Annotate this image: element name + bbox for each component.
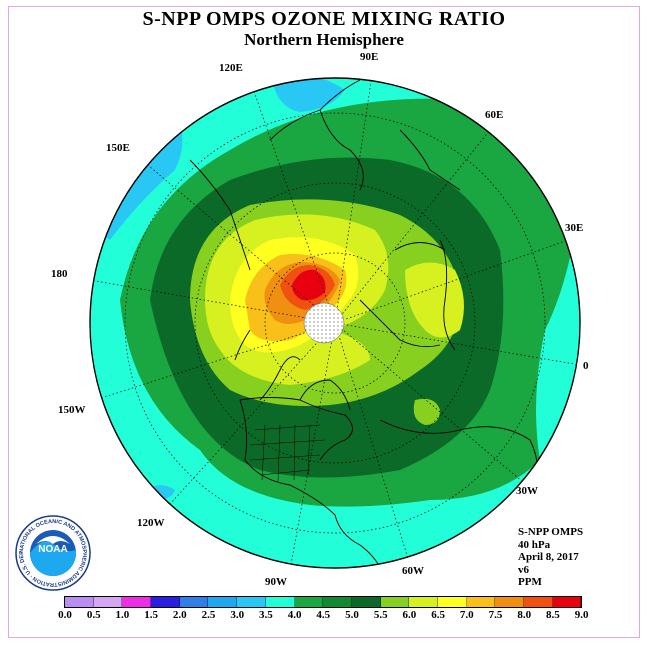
color-scale-segment: [237, 597, 266, 607]
color-scale-tick-label: 6.0: [402, 609, 417, 621]
lon-label-0: 0: [583, 360, 589, 372]
info-version: v6: [518, 563, 529, 576]
color-scale-tick-label: 8.0: [517, 609, 532, 621]
color-scale-segment: [466, 597, 496, 607]
lon-label-60e: 60E: [485, 109, 504, 121]
info-level: 40 hPa: [518, 538, 551, 551]
map-title: S-NPP OMPS OZONE MIXING RATIO: [142, 8, 506, 30]
lon-label-90e: 90E: [360, 51, 379, 63]
color-scale-tick-label: 4.5: [316, 609, 331, 621]
lon-label-180: 180: [51, 268, 68, 280]
lon-label-30e: 30E: [565, 222, 584, 234]
figure-frame: [8, 6, 640, 638]
lon-label-30w: 30W: [516, 485, 538, 497]
color-scale-segment: [552, 597, 582, 607]
lon-label-60w: 60W: [402, 565, 424, 577]
color-scale-tick-label: 1.0: [115, 609, 130, 621]
us-state-borders: [249, 424, 326, 483]
color-scale-segment: [294, 597, 324, 607]
color-scale-tick-label: 7.5: [488, 609, 503, 621]
color-scale-tick-label: 8.5: [546, 609, 560, 621]
color-scale-tick-label: 6.5: [431, 609, 445, 621]
color-scale-segment: [208, 597, 238, 607]
color-scale-segment: [151, 597, 180, 607]
info-block: S-NPP OMPS 40 hPa April 8, 2017 v6 PPM: [518, 526, 583, 589]
noaa-logo-text: NOAA: [38, 544, 67, 555]
graticule: [90, 78, 580, 568]
polar-night-mask: [303, 302, 345, 344]
noaa-logo: NATIONAL OCEANIC AND ATMOSPHERIC ADMINIS…: [14, 514, 91, 591]
color-scale-tick-label: 7.0: [459, 609, 474, 621]
map-boundary: [89, 77, 581, 569]
lon-label-150e: 150E: [106, 142, 130, 154]
map-subtitle: Northern Hemisphere: [244, 30, 404, 49]
color-scale-tick-label: 1.5: [144, 609, 158, 621]
color-scale-segment: [351, 597, 381, 607]
ozone-field: [90, 78, 580, 568]
color-scale-segment: [437, 597, 467, 607]
lon-label-120e: 120E: [219, 62, 243, 74]
lon-label-90w: 90W: [265, 576, 287, 588]
color-scale-segment: [524, 597, 553, 607]
color-scale-segment: [380, 597, 410, 607]
info-instrument: S-NPP OMPS: [518, 526, 584, 538]
color-scale-segment: [179, 597, 209, 607]
lon-label-120w: 120W: [137, 517, 165, 529]
color-scale-segment: [409, 597, 438, 607]
color-scale-tick-label: 0.0: [58, 609, 72, 621]
color-scale-tick-label: 2.5: [201, 609, 216, 621]
color-scale-segment: [265, 597, 295, 607]
color-scale-tick-label: 2.0: [172, 609, 187, 621]
color-scale-bar: [64, 596, 583, 608]
color-scale-tick-label: 5.5: [373, 609, 388, 621]
color-scale-segment: [93, 597, 123, 607]
lon-label-150w: 150W: [58, 404, 86, 416]
color-scale-segment: [122, 597, 152, 607]
color-scale-segment: [495, 597, 524, 607]
color-scale-tick-label: 9.0: [574, 609, 589, 621]
contour-5.0-5.5-spot: [413, 398, 440, 425]
color-scale-segment: [323, 597, 352, 607]
color-scale-segment: [65, 597, 94, 607]
contour-5.5-6.0-east: [405, 262, 464, 338]
color-scale-tick-label: 3.0: [230, 609, 245, 621]
info-units: PPM: [518, 576, 542, 588]
color-scale-tick-label: 5.0: [345, 609, 359, 621]
color-scale-tick-label: 4.0: [287, 609, 302, 621]
color-scale-tick-label: 0.5: [86, 609, 101, 621]
coastlines: [189, 79, 538, 568]
info-date: April 8, 2017: [518, 551, 579, 563]
color-scale-tick-label: 3.5: [259, 609, 273, 621]
contour-8.0-8.5: [292, 269, 326, 301]
